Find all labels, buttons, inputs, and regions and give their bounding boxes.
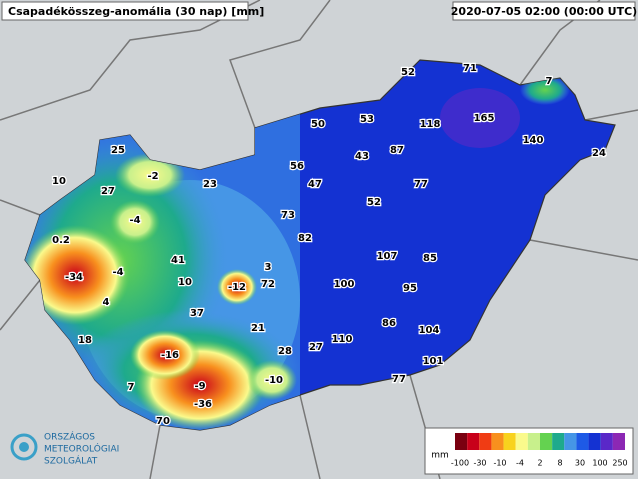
legend-label: -4 — [516, 459, 524, 468]
station-value: 24 — [592, 148, 606, 159]
legend-label: 30 — [575, 459, 585, 468]
station-value: 73 — [281, 210, 295, 221]
station-value: -16 — [161, 350, 179, 361]
station-value: 10 — [178, 277, 192, 288]
station-value: 86 — [382, 318, 396, 329]
station-value: 52 — [367, 197, 381, 208]
title: Csapadékösszeg-anomália (30 nap) [mm] — [8, 5, 264, 18]
legend-swatch — [576, 433, 589, 450]
station-value: 118 — [420, 119, 441, 130]
station-value: 3 — [265, 262, 272, 273]
station-value: 56 — [290, 161, 304, 172]
station-value: -4 — [129, 215, 140, 226]
station-value: 43 — [355, 151, 369, 162]
station-value: -2 — [147, 171, 158, 182]
logo-text: ORSZÁGOS — [44, 431, 95, 443]
station-value: -10 — [265, 375, 283, 386]
station-value: -12 — [228, 282, 246, 293]
legend-swatch — [491, 433, 504, 450]
station-value: 107 — [377, 251, 398, 262]
station-value: 82 — [298, 233, 312, 244]
legend-label: 250 — [612, 459, 627, 468]
station-value: 25 — [111, 145, 125, 156]
station-value: 0.2 — [52, 235, 70, 246]
station-value: 7 — [128, 382, 135, 393]
station-value: 18 — [78, 335, 92, 346]
station-value: 100 — [334, 279, 355, 290]
legend-swatch — [588, 433, 601, 450]
station-value: 70 — [156, 416, 170, 427]
legend-swatch — [455, 433, 468, 450]
station-value: 87 — [390, 145, 404, 156]
station-value: -9 — [194, 381, 205, 392]
station-value: 21 — [251, 323, 265, 334]
legend-label: 8 — [557, 459, 562, 468]
legend-swatch — [540, 433, 553, 450]
station-value: 72 — [261, 279, 275, 290]
station-value: 71 — [463, 63, 477, 74]
legend-unit: mm — [431, 451, 449, 461]
logo: ORSZÁGOS METEOROLÓGIAI SZOLGÁLAT — [10, 431, 119, 467]
legend: mm-100 -30 -10 -4 2 8 30 100 250 — [424, 427, 634, 475]
station-value: 27 — [309, 342, 323, 353]
station-value: 4 — [103, 297, 110, 308]
legend-label: 100 — [592, 459, 607, 468]
station-value: 50 — [311, 119, 325, 130]
station-value: 140 — [523, 135, 544, 146]
legend-swatch — [552, 433, 565, 450]
station-value: -34 — [65, 272, 83, 283]
station-value: 77 — [414, 179, 428, 190]
station-value: 95 — [403, 283, 417, 294]
station-value: 53 — [360, 114, 374, 125]
legend-label: 2 — [537, 459, 542, 468]
station-value: 52 — [401, 67, 415, 78]
logo-text: SZOLGÁLAT — [44, 455, 98, 467]
logo-text: METEOROLÓGIAI — [44, 443, 119, 455]
legend-label: -30 — [473, 459, 486, 468]
legend-swatch — [515, 433, 528, 450]
legend-swatch — [503, 433, 516, 450]
station-value: 77 — [392, 374, 406, 385]
legend-swatch — [600, 433, 613, 450]
legend-swatch — [479, 433, 492, 450]
station-value: 165 — [474, 113, 495, 124]
station-value: 110 — [332, 334, 353, 345]
timestamp: 2020-07-05 02:00 (00:00 UTC) — [451, 5, 637, 18]
station-value: 101 — [423, 356, 444, 367]
station-value: 41 — [171, 255, 185, 266]
legend-swatch — [564, 433, 577, 450]
station-value: 10 — [52, 176, 66, 187]
station-value: 104 — [419, 325, 440, 336]
station-value: 47 — [308, 179, 322, 190]
station-value: 85 — [423, 253, 437, 264]
station-value: 7 — [546, 76, 553, 87]
legend-swatch — [467, 433, 480, 450]
legend-swatch — [527, 433, 540, 450]
time-box: 2020-07-05 02:00 (00:00 UTC) — [451, 1, 637, 21]
title-box: Csapadékösszeg-anomália (30 nap) [mm] — [1, 1, 264, 21]
station-value: 28 — [278, 346, 292, 357]
station-value: 23 — [203, 179, 217, 190]
legend-label: -100 — [451, 459, 469, 468]
legend-label: -10 — [493, 459, 506, 468]
station-value: -4 — [112, 267, 123, 278]
legend-swatch — [612, 433, 625, 450]
station-value: -36 — [194, 399, 212, 410]
station-value: 37 — [190, 308, 204, 319]
station-value: 27 — [101, 186, 115, 197]
